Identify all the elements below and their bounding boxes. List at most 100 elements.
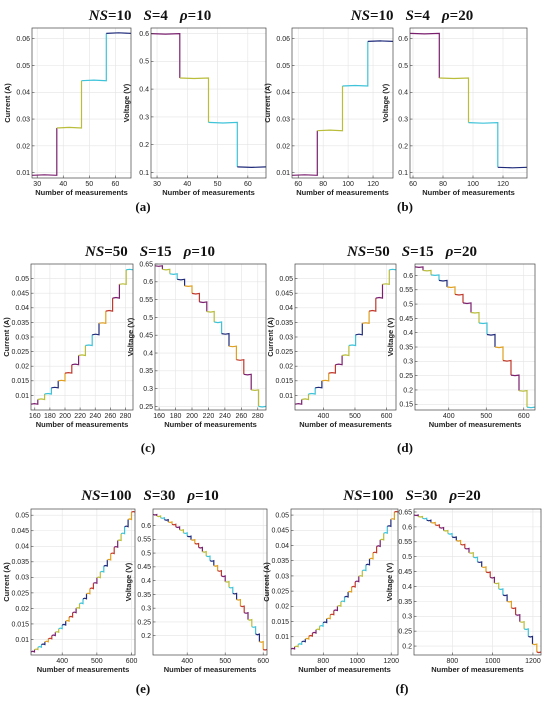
y-tick-label: 0.45 bbox=[398, 569, 412, 576]
y-tick-label: 0.1 bbox=[398, 170, 408, 177]
title-ns-label: NS bbox=[346, 244, 366, 260]
series-step-14 bbox=[337, 601, 342, 608]
series-step-3 bbox=[160, 517, 165, 520]
series-step-4 bbox=[164, 518, 169, 522]
series-step-17 bbox=[86, 588, 91, 595]
series-step-11 bbox=[362, 311, 370, 324]
y-axis-label: Current (A) bbox=[266, 317, 275, 357]
y-tick-label: 0.05 bbox=[15, 276, 29, 283]
x-tick-label: 120 bbox=[497, 181, 509, 188]
series-step-12 bbox=[194, 542, 200, 548]
y-tick-label: 0.6 bbox=[143, 279, 153, 286]
series-step-18 bbox=[485, 571, 491, 578]
series-step-2 bbox=[34, 647, 39, 651]
y-tick-label: 0.5 bbox=[398, 63, 408, 70]
series-step-8 bbox=[443, 529, 449, 534]
series-step-17 bbox=[347, 586, 353, 593]
series-step-6 bbox=[454, 293, 464, 303]
series-step-26 bbox=[117, 533, 122, 542]
y-tick-label: 0.045 bbox=[11, 528, 29, 535]
series-step-5 bbox=[184, 285, 193, 294]
series-step-15 bbox=[206, 555, 211, 561]
series-step-1 bbox=[30, 649, 36, 653]
series-step-7 bbox=[175, 526, 181, 530]
series-step-20 bbox=[358, 570, 363, 577]
series-step-9 bbox=[348, 334, 357, 347]
chart-d-current: 400 500 600 0.01 0.015 0.02 0.025 0.03 0.035 0.04… bbox=[266, 263, 397, 429]
series-step-3 bbox=[44, 387, 52, 395]
chart-e-current: 400 500 600 0.01 0.015 0.02 0.025 0.03 0.035 0.04… bbox=[2, 508, 137, 674]
y-tick-label: 0.3 bbox=[398, 116, 408, 123]
y-tick-label: 0.03 bbox=[275, 573, 289, 580]
y-tick-label: 0.03 bbox=[15, 334, 29, 341]
chart-f-current: 800 1000 1200 0.01 0.015 0.02 0.025 0.03 0.035 0.… bbox=[262, 508, 399, 674]
series-step-7 bbox=[71, 355, 80, 366]
y-tick-label: 0.3 bbox=[402, 614, 412, 621]
y-tick-label: 0.04 bbox=[15, 544, 29, 551]
y-tick-label: 0.5 bbox=[402, 554, 412, 561]
series-step-13 bbox=[510, 374, 520, 391]
series-step-1 bbox=[294, 399, 303, 405]
x-tick-label: 220 bbox=[203, 413, 215, 420]
series-step-22 bbox=[232, 592, 238, 600]
y-tick-label: 0.04 bbox=[15, 305, 29, 312]
series-step-5 bbox=[430, 521, 436, 525]
series-step-5 bbox=[168, 521, 173, 525]
series-step-26 bbox=[519, 620, 525, 629]
title-ns-value: =50 bbox=[104, 244, 128, 260]
series-step-13 bbox=[333, 606, 338, 612]
chart-e-voltage: 400 500 600 0.2 0.25 0.3 0.35 0.4 0.45 0.5 0.55 0.6… bbox=[124, 508, 269, 674]
y-tick-label: 0.35 bbox=[137, 592, 151, 599]
title-ns-label: NS bbox=[80, 488, 100, 504]
series-step-11 bbox=[190, 538, 196, 544]
x-tick-label: 120 bbox=[367, 181, 379, 188]
x-tick-label: 60 bbox=[111, 181, 119, 188]
y-tick-label: 0.025 bbox=[11, 349, 29, 356]
title-s-label: S bbox=[406, 488, 414, 504]
y-tick-label: 0.4 bbox=[403, 330, 413, 337]
y-axis-label: Current (A) bbox=[262, 562, 271, 602]
title-rho-value: =10 bbox=[191, 244, 215, 260]
series-step-3 bbox=[308, 387, 316, 395]
series-step-3 bbox=[430, 274, 440, 281]
x-tick-label: 400 bbox=[181, 658, 193, 665]
y-tick-label: 0.035 bbox=[11, 320, 29, 327]
y-axis-label: Current (A) bbox=[2, 317, 11, 357]
title-s-value: =15 bbox=[410, 244, 434, 260]
y-tick-label: 0.3 bbox=[143, 386, 153, 393]
y-axis-label: Voltage (V) bbox=[122, 83, 131, 122]
series-step-7 bbox=[199, 301, 208, 312]
series-step-13 bbox=[464, 547, 470, 553]
series-step-23 bbox=[369, 552, 374, 560]
panel-label-b: (b) bbox=[397, 199, 413, 214]
series-step-11 bbox=[98, 311, 107, 324]
series-step-3 bbox=[422, 517, 428, 521]
series-step-2 bbox=[37, 394, 46, 401]
y-tick-label: 0.2 bbox=[141, 633, 151, 640]
panel-title-b: NS=10 S=4 ρ=20 bbox=[350, 8, 473, 24]
series-step-5 bbox=[305, 636, 310, 640]
panel-title-e: NS=100 S=30 ρ=10 bbox=[80, 488, 218, 504]
y-tick-label: 0.045 bbox=[271, 528, 289, 535]
x-tick-label: 180 bbox=[44, 413, 56, 420]
series-step-22 bbox=[365, 558, 371, 566]
series-step-15 bbox=[526, 406, 536, 409]
series-step-21 bbox=[362, 564, 367, 572]
y-tick-label: 0.65 bbox=[398, 509, 412, 516]
y-tick-label: 0.6 bbox=[141, 523, 151, 530]
title-ns-value: =50 bbox=[366, 244, 390, 260]
x-tick-label: 1000 bbox=[485, 658, 501, 665]
series-step-15 bbox=[340, 596, 346, 603]
chart-b-voltage: 60 80 100 120 0.1 0.2 0.3 0.4 0.5 0.6 Number of me… bbox=[381, 27, 528, 197]
series-step-8 bbox=[206, 310, 215, 322]
series-step-27 bbox=[251, 626, 257, 635]
series-step-13 bbox=[72, 608, 77, 614]
x-axis-label: Number of measurements bbox=[296, 188, 389, 197]
title-ns-value: =100 bbox=[100, 488, 131, 504]
series-step-28 bbox=[255, 633, 260, 642]
panel-title-a: NS=10 S=4 ρ=10 bbox=[88, 8, 211, 24]
chart-a-voltage: 30 40 50 60 0.1 0.2 0.3 0.4 0.5 0.6 Number of meas… bbox=[122, 27, 267, 197]
x-tick-label: 220 bbox=[74, 413, 86, 420]
title-rho-value: =20 bbox=[450, 8, 474, 24]
chart-c-voltage: 160 180 200 220 240 260 280 0.25 0.3 0.35 0.4 0.45 0… bbox=[126, 261, 267, 429]
